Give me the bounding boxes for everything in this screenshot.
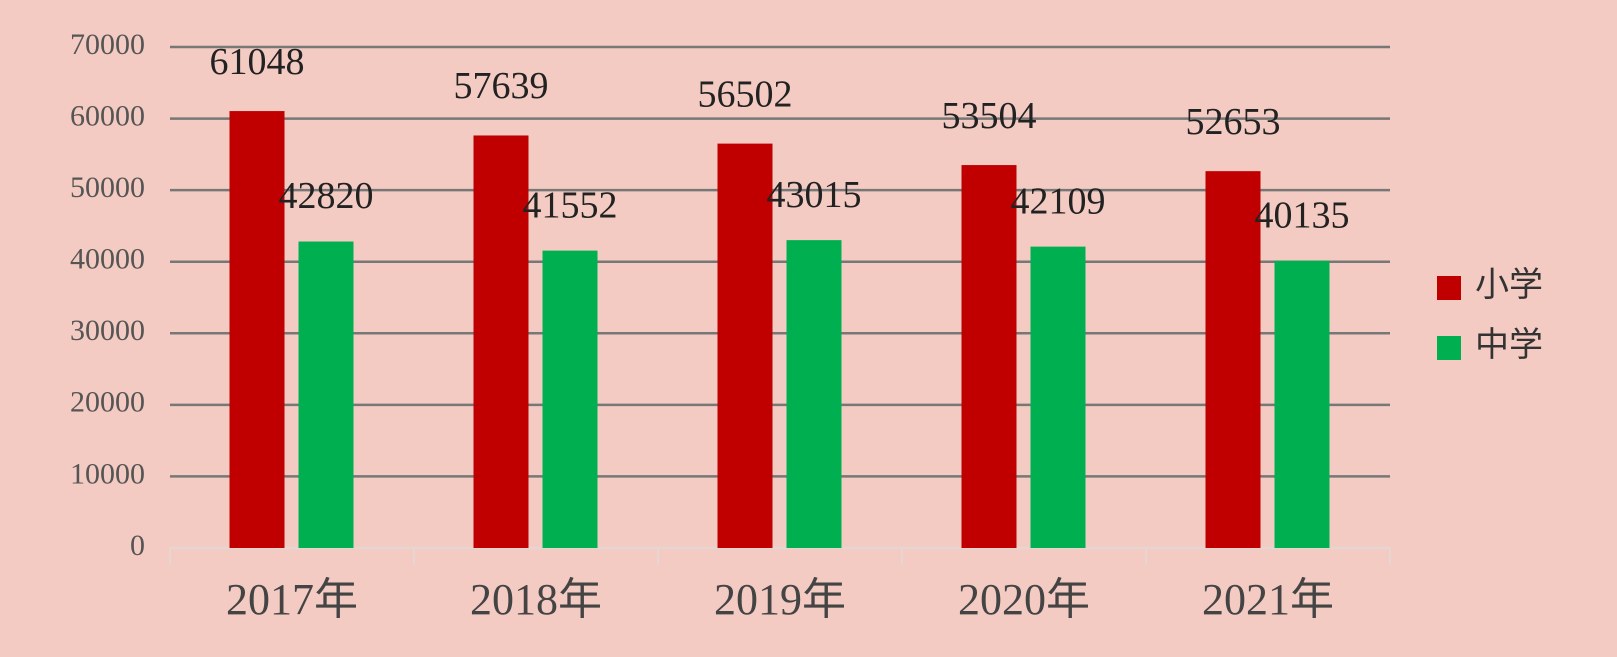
bar [786, 240, 842, 548]
bar [542, 250, 598, 549]
bar [1030, 246, 1086, 548]
value-label: 57639 [454, 65, 549, 107]
x-tick-label: 2020年 [958, 575, 1090, 624]
value-label: 52653 [1186, 101, 1281, 143]
bar [961, 165, 1017, 549]
value-label: 53504 [942, 95, 1037, 137]
bar [1274, 260, 1330, 548]
bar [717, 143, 773, 548]
value-label: 42820 [279, 175, 374, 217]
value-label: 41552 [523, 184, 618, 226]
y-tick-label: 50000 [70, 171, 145, 204]
value-label: 61048 [210, 41, 305, 83]
y-tick-label: 10000 [70, 457, 145, 490]
legend-swatch [1437, 336, 1461, 360]
y-tick-label: 60000 [70, 99, 145, 132]
y-tick-label: 40000 [70, 243, 145, 276]
x-tick-label: 2018年 [470, 575, 602, 624]
bar [1205, 171, 1261, 548]
x-tick-label: 2019年 [714, 575, 846, 624]
y-tick-label: 0 [130, 529, 145, 562]
bar [473, 135, 529, 549]
legend-label: 中学 [1475, 326, 1543, 364]
x-tick-label: 2017年 [226, 575, 358, 624]
legend-swatch [1437, 276, 1461, 300]
y-tick-label: 30000 [70, 314, 145, 347]
value-label: 56502 [698, 73, 793, 115]
value-label: 40135 [1255, 194, 1350, 236]
y-tick-label: 20000 [70, 386, 145, 419]
value-label: 42109 [1011, 180, 1106, 222]
legend-label: 小学 [1475, 266, 1543, 304]
bar [229, 111, 285, 548]
x-tick-label: 2021年 [1202, 575, 1334, 624]
value-label: 43015 [767, 174, 862, 216]
bar [298, 241, 354, 549]
y-tick-label: 70000 [70, 28, 145, 61]
